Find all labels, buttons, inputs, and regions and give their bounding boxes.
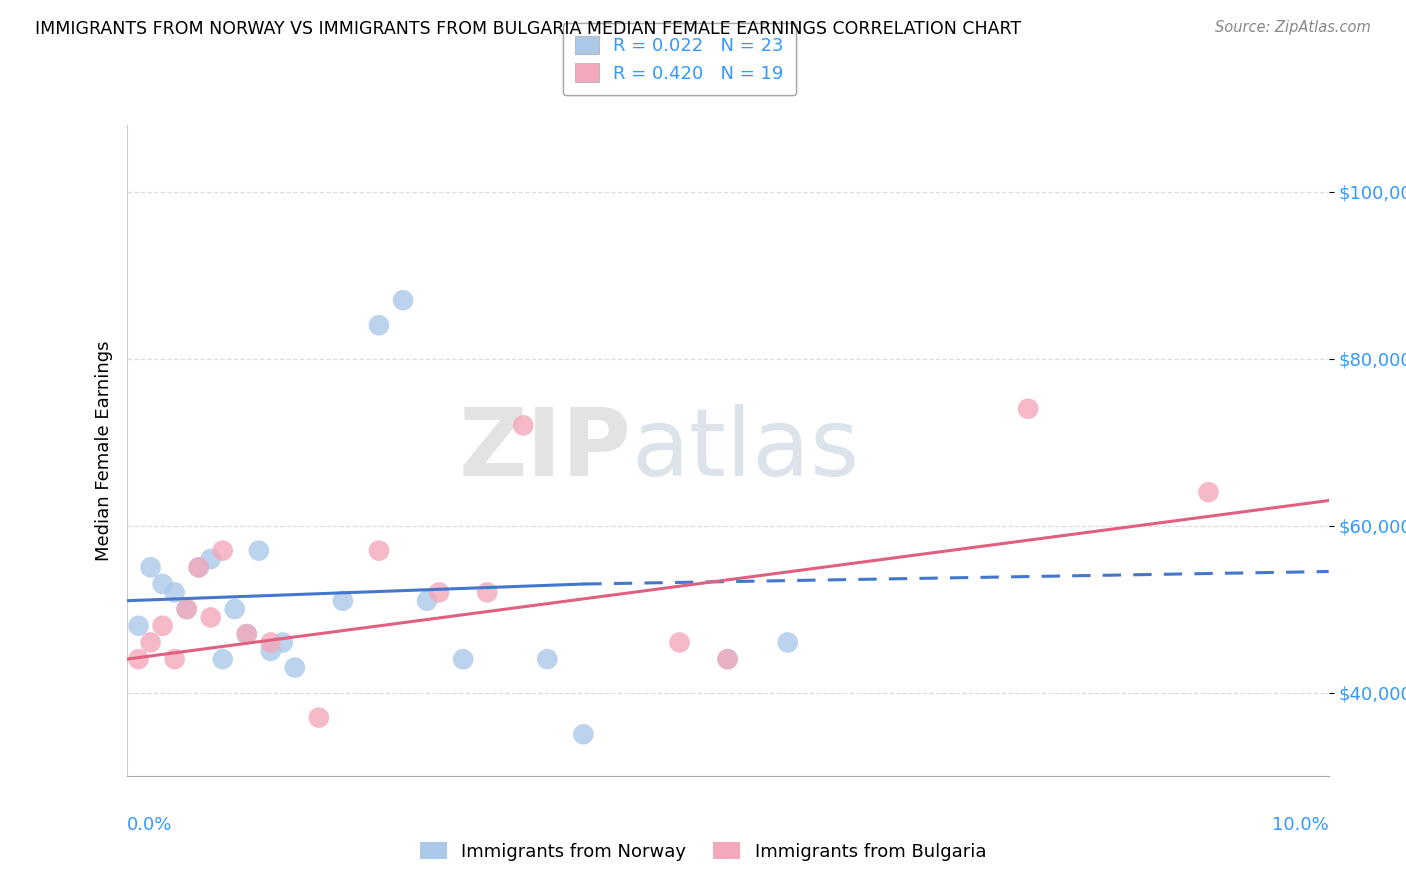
Point <box>271 635 294 649</box>
Point <box>128 619 150 633</box>
Point <box>200 552 222 566</box>
Point <box>152 577 174 591</box>
Point <box>716 652 740 666</box>
Point <box>187 560 209 574</box>
Point <box>1197 485 1219 500</box>
Point <box>139 635 162 649</box>
Point <box>512 418 534 433</box>
Point <box>368 318 391 333</box>
Point <box>176 602 198 616</box>
Point <box>260 635 283 649</box>
Y-axis label: Median Female Earnings: Median Female Earnings <box>94 340 112 561</box>
Text: 0.0%: 0.0% <box>127 816 172 834</box>
Point <box>332 593 354 607</box>
Point <box>235 627 259 641</box>
Point <box>211 543 233 558</box>
Point <box>427 585 450 599</box>
Point <box>536 652 558 666</box>
Point <box>247 543 270 558</box>
Point <box>211 652 233 666</box>
Text: ZIP: ZIP <box>458 404 631 497</box>
Point <box>224 602 246 616</box>
Point <box>308 710 330 724</box>
Point <box>260 644 283 658</box>
Point <box>716 652 740 666</box>
Point <box>163 585 186 599</box>
Legend: R = 0.022   N = 23, R = 0.420   N = 19: R = 0.022 N = 23, R = 0.420 N = 19 <box>562 23 796 95</box>
Point <box>475 585 498 599</box>
Point <box>451 652 474 666</box>
Text: IMMIGRANTS FROM NORWAY VS IMMIGRANTS FROM BULGARIA MEDIAN FEMALE EARNINGS CORREL: IMMIGRANTS FROM NORWAY VS IMMIGRANTS FRO… <box>35 20 1021 37</box>
Point <box>176 602 198 616</box>
Legend: Immigrants from Norway, Immigrants from Bulgaria: Immigrants from Norway, Immigrants from … <box>411 833 995 870</box>
Point <box>776 635 799 649</box>
Point <box>200 610 222 624</box>
Point <box>163 652 186 666</box>
Point <box>416 593 439 607</box>
Point <box>1017 401 1039 416</box>
Point <box>187 560 209 574</box>
Text: 10.0%: 10.0% <box>1272 816 1329 834</box>
Point <box>128 652 150 666</box>
Point <box>235 627 259 641</box>
Point <box>392 293 415 308</box>
Point <box>572 727 595 741</box>
Text: Source: ZipAtlas.com: Source: ZipAtlas.com <box>1215 20 1371 35</box>
Text: atlas: atlas <box>631 404 859 497</box>
Point <box>139 560 162 574</box>
Point <box>284 660 307 674</box>
Point <box>152 619 174 633</box>
Point <box>668 635 690 649</box>
Point <box>368 543 391 558</box>
